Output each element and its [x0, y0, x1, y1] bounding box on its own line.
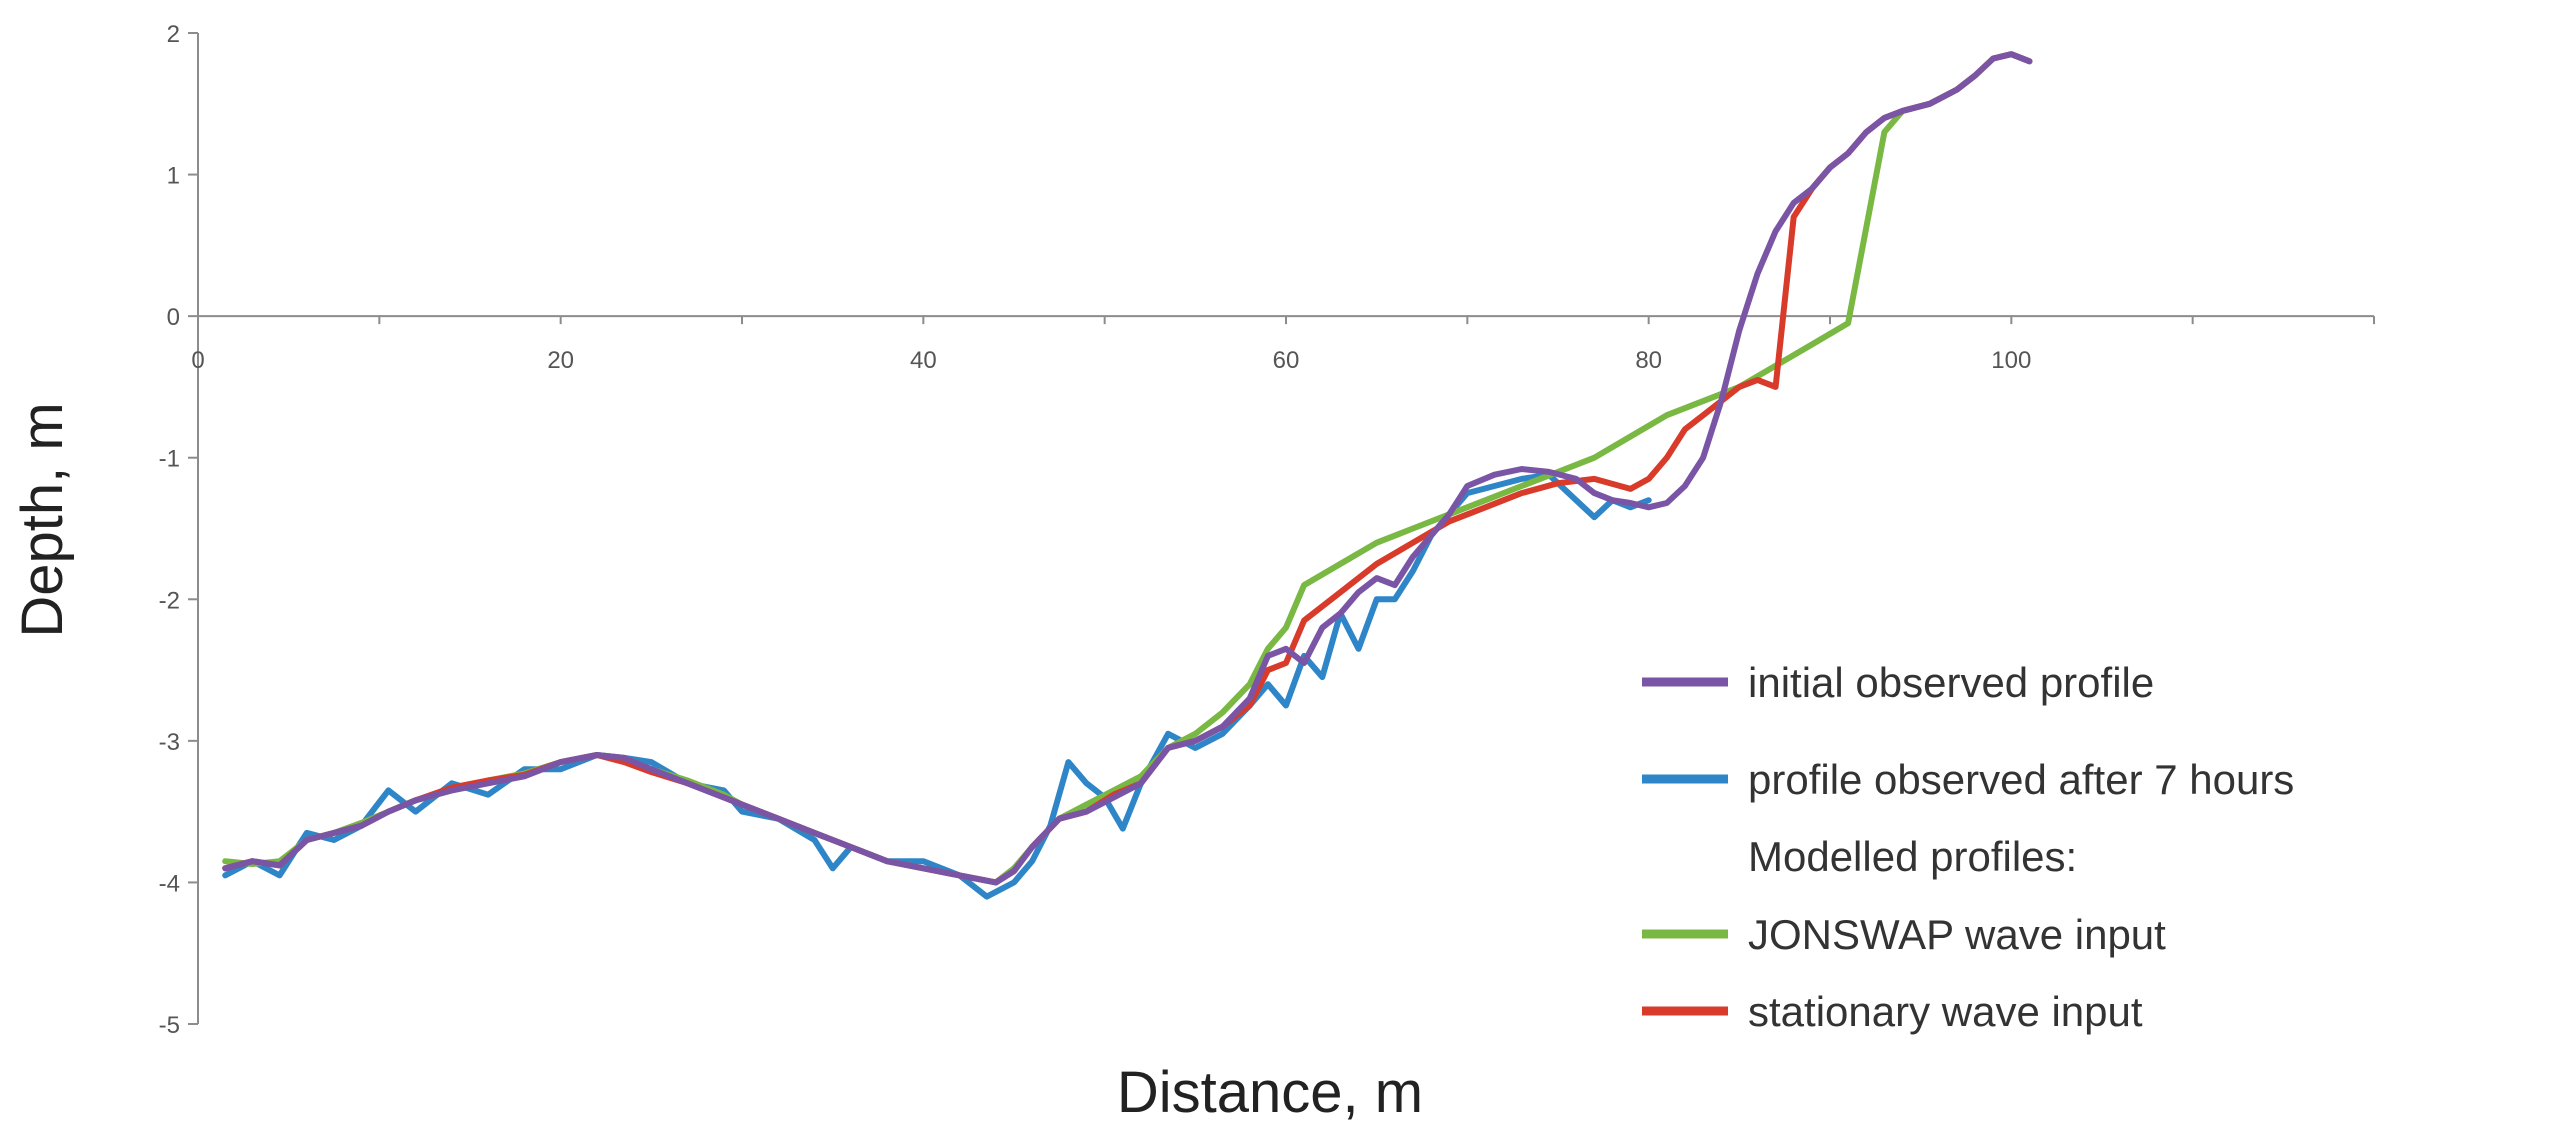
y-axis-title: Depth, m	[10, 402, 75, 637]
tick-labels: 2 1 0 -1 -2 -3 -4 -5 0 20 40 60 80 100	[159, 21, 2375, 1039]
x-tick-label: 20	[547, 347, 574, 374]
y-tick-label: 1	[167, 163, 180, 190]
y-tick-label: 2	[167, 21, 180, 48]
x-tick-label: 0	[191, 347, 204, 374]
y-tick-label: 0	[167, 304, 180, 331]
series-line-0	[222, 51, 2033, 886]
legend-label-initial-observed: initial observed profile	[1748, 659, 2154, 706]
legend-note-modelled-profiles: Modelled profiles:	[1748, 833, 2077, 880]
x-tick-label: 80	[1635, 347, 1662, 374]
legend-label-after-7-hours: profile observed after 7 hours	[1748, 756, 2294, 803]
x-tick-label: 40	[910, 347, 937, 374]
y-tick-label: -5	[159, 1012, 180, 1039]
y-tick-label: -3	[159, 729, 180, 756]
series-lines	[222, 51, 2033, 900]
x-tick-label: 60	[1273, 347, 1300, 374]
y-tick-label: -4	[159, 870, 180, 897]
x-axis-title: Distance, m	[1117, 1060, 1423, 1125]
legend-label-stationary: stationary wave input	[1748, 988, 2143, 1035]
series-line-1	[222, 471, 1652, 900]
legend-label-jonswap: JONSWAP wave input	[1748, 911, 2166, 958]
x-tick-label: 100	[1991, 347, 2031, 374]
legend: initial observed profile profile observe…	[1642, 659, 2294, 1035]
y-tick-label: -2	[159, 587, 180, 614]
y-tick-label: -1	[159, 446, 180, 473]
